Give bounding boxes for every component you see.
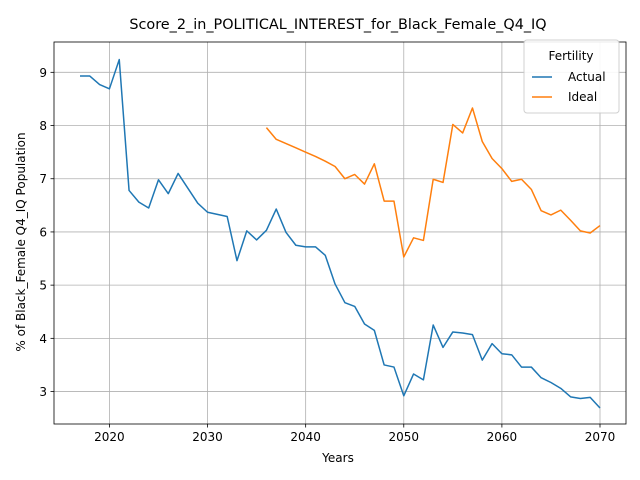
series-line-actual [80,58,601,409]
y-tick-label: 4 [39,332,47,346]
x-axis-label: Years [321,451,354,465]
x-tick-label: 2040 [290,430,321,444]
legend-label-ideal: Ideal [568,90,597,104]
y-tick-label: 5 [39,279,47,293]
y-tick-label: 6 [39,225,47,239]
y-axis-label: % of Black_Female Q4_IQ Population [14,132,28,351]
x-tick-label: 2050 [389,430,420,444]
x-tick-label: 2030 [192,430,223,444]
legend-title: Fertility [548,49,593,63]
legend: Fertility Actual Ideal [523,39,620,114]
chart-title: Score_2_in_POLITICAL_INTEREST_for_Black_… [129,17,546,33]
legend-box [523,39,620,114]
legend-label-actual: Actual [568,70,606,84]
y-tick-label: 3 [39,385,47,399]
series-line-ideal [265,107,601,258]
x-tick-label: 2070 [585,430,616,444]
x-tick-label: 2060 [487,430,518,444]
x-tick-label: 2020 [94,430,125,444]
y-tick-label: 9 [39,66,47,80]
axes-frame [53,41,627,425]
y-tick-label: 7 [39,172,47,186]
y-tick-label: 8 [39,119,47,133]
